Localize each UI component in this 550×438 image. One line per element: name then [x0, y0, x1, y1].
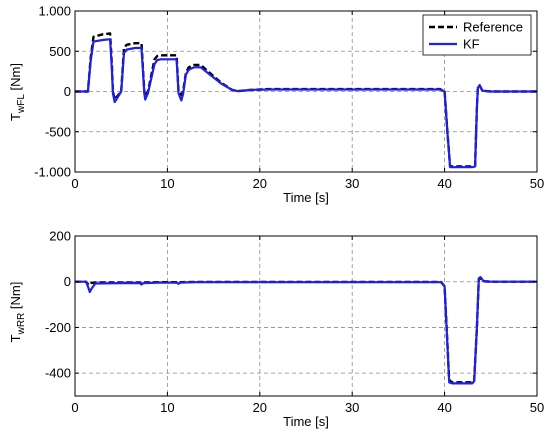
x-tick-label: 50: [530, 176, 544, 191]
x-tick-label: 10: [160, 400, 174, 415]
y-tick-label: -500: [45, 124, 71, 139]
top-panel: 0 10 20 30 40 50 1.000 500 0 -500 -1.000 Time [s] Tw…: [8, 4, 544, 206]
x-tick-label: 50: [530, 400, 544, 415]
x-axis-label: Time [s]: [283, 190, 329, 205]
series-line-reference: [75, 277, 537, 384]
legend-box: [422, 14, 532, 56]
x-tick-label: 40: [437, 176, 451, 191]
y-tick-label: 0: [64, 84, 71, 99]
legend-label-kf: KF: [463, 37, 480, 52]
legend: Reference KF: [422, 14, 532, 56]
y-tick-label: 500: [49, 44, 71, 59]
x-tick-label: 30: [345, 176, 359, 191]
y-tick-label: 1.000: [38, 4, 71, 19]
y-axis-label-unit: [Nm]: [8, 282, 23, 313]
bottom-panel: 0 10 20 30 40 50 200 0 -200 -400 Time [s] TwRR [Nm]: [8, 229, 544, 430]
x-tick-label: 20: [253, 400, 267, 415]
y-axis-label-sub: wFL: [16, 94, 27, 114]
x-tick-label: 10: [160, 176, 174, 191]
x-tick-label: 0: [71, 400, 78, 415]
y-axis-label: TwFL [Nm]: [8, 63, 27, 121]
y-axis-label: TwRR [Nm]: [8, 282, 27, 343]
x-tick-label: 0: [71, 176, 78, 191]
y-tick-label: -400: [45, 366, 71, 381]
series-line-kf: [75, 276, 537, 385]
x-tick-label: 20: [253, 176, 267, 191]
y-axis-label-unit: [Nm]: [8, 63, 23, 94]
y-axis-label-main: T: [8, 334, 23, 342]
plot-area: [75, 236, 537, 396]
x-tick-label: 40: [437, 400, 451, 415]
y-axis-label-sub: wRR: [16, 313, 27, 336]
legend-label-reference: Reference: [463, 20, 523, 35]
x-axis-label: Time [s]: [283, 414, 329, 429]
y-tick-label: 200: [49, 229, 71, 244]
y-tick-label: -1.000: [34, 165, 71, 180]
y-tick-label: -200: [45, 320, 71, 335]
x-tick-label: 30: [345, 400, 359, 415]
axes-frame: [74, 235, 538, 397]
y-axis-label-main: T: [8, 113, 23, 121]
series-line-kf: [75, 38, 537, 169]
y-tick-label: 0: [64, 274, 71, 289]
